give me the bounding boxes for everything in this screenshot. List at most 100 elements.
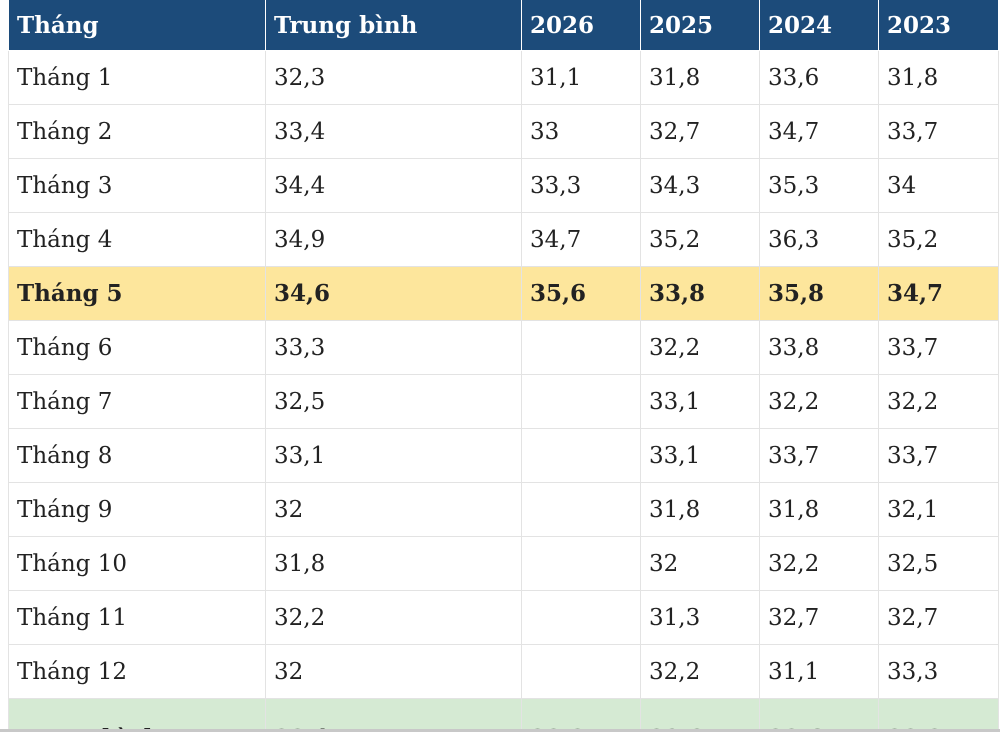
year-2026-cell — [521, 320, 641, 375]
average-cell: 34,9 — [265, 212, 522, 267]
year-2023-cell: 32,2 — [878, 374, 999, 429]
header-year-2024: 2024 — [759, 0, 879, 51]
month-cell: Trung bình — [8, 698, 266, 732]
year-2026-cell — [521, 590, 641, 645]
year-2024-cell: 32,2 — [759, 536, 879, 591]
year-2023-cell: 33,7 — [878, 428, 999, 483]
year-2026-cell: 31,1 — [521, 50, 641, 105]
year-2024-cell: 33,6 — [759, 50, 879, 105]
year-2025-cell: 31,8 — [640, 50, 760, 105]
year-2025-cell: 33,8 — [640, 266, 760, 321]
year-2024-cell: 31,8 — [759, 482, 879, 537]
year-2025-cell: 31,8 — [640, 482, 760, 537]
year-2026-cell: 34,7 — [521, 212, 641, 267]
table-row: Tháng 9 32 31,8 31,8 32,1 — [8, 482, 999, 537]
year-2025-cell: 32 — [640, 536, 760, 591]
year-2025-cell: 35,2 — [640, 212, 760, 267]
year-2023-cell: 32,7 — [878, 590, 999, 645]
year-2026-cell — [521, 482, 641, 537]
year-2023-cell: 34 — [878, 158, 999, 213]
month-cell: Tháng 9 — [8, 482, 266, 537]
table-row: Tháng 6 33,3 32,2 33,8 33,7 — [8, 320, 999, 375]
header-year-2025: 2025 — [640, 0, 760, 51]
average-cell: 33,1 — [265, 698, 522, 732]
year-2026-cell — [521, 374, 641, 429]
year-2023-cell: 31,8 — [878, 50, 999, 105]
year-2024-cell: 36,3 — [759, 212, 879, 267]
year-2025-cell: 33,1 — [640, 374, 760, 429]
table-row: Tháng 8 33,1 33,1 33,7 33,7 — [8, 428, 999, 483]
year-2026-cell: 33 — [521, 104, 641, 159]
year-2026-cell: 35,6 — [521, 266, 641, 321]
year-2025-cell: 31,3 — [640, 590, 760, 645]
header-year-2023: 2023 — [878, 0, 999, 51]
month-cell: Tháng 4 — [8, 212, 266, 267]
average-cell: 33,4 — [265, 104, 522, 159]
table-row: Trung bình33,133,332,833,633,3 — [8, 698, 999, 732]
month-cell: Tháng 11 — [8, 590, 266, 645]
table-row: Tháng 4 34,9 34,7 35,2 36,3 35,2 — [8, 212, 999, 267]
year-2025-cell: 32,8 — [640, 698, 760, 732]
table-body: Tháng 1 32,3 31,1 31,8 33,6 31,8 Tháng 2 33,4 33… — [8, 50, 999, 732]
year-2024-cell: 35,3 — [759, 158, 879, 213]
average-cell: 32,5 — [265, 374, 522, 429]
year-2025-cell: 33,1 — [640, 428, 760, 483]
average-cell: 32 — [265, 482, 522, 537]
year-2024-cell: 32,2 — [759, 374, 879, 429]
average-cell: 32,2 — [265, 590, 522, 645]
year-2025-cell: 32,2 — [640, 644, 760, 699]
table-row: Tháng 5 34,6 35,6 33,8 35,8 34,7 — [8, 266, 999, 321]
year-2026-cell — [521, 428, 641, 483]
average-cell: 34,4 — [265, 158, 522, 213]
year-2026-cell — [521, 536, 641, 591]
average-cell: 33,1 — [265, 428, 522, 483]
year-2025-cell: 32,2 — [640, 320, 760, 375]
year-2026-cell: 33,3 — [521, 698, 641, 732]
year-2023-cell: 33,3 — [878, 698, 999, 732]
year-2024-cell: 32,7 — [759, 590, 879, 645]
year-2023-cell: 32,5 — [878, 536, 999, 591]
table-row: Tháng 2 33,4 33 32,7 34,7 33,7 — [8, 104, 999, 159]
month-cell: Tháng 6 — [8, 320, 266, 375]
table-row: Tháng 1 32,3 31,1 31,8 33,6 31,8 — [8, 50, 999, 105]
year-2024-cell: 35,8 — [759, 266, 879, 321]
average-cell: 32 — [265, 644, 522, 699]
header-row: Tháng Trung bình 2026 2025 2024 2023 — [8, 0, 999, 51]
month-cell: Tháng 1 — [8, 50, 266, 105]
average-cell: 32,3 — [265, 50, 522, 105]
month-cell: Tháng 7 — [8, 374, 266, 429]
average-cell: 34,6 — [265, 266, 522, 321]
year-2023-cell: 32,1 — [878, 482, 999, 537]
month-cell: Tháng 2 — [8, 104, 266, 159]
year-2023-cell: 33,3 — [878, 644, 999, 699]
month-cell: Tháng 10 — [8, 536, 266, 591]
header-year-2026: 2026 — [521, 0, 641, 51]
average-cell: 31,8 — [265, 536, 522, 591]
temperature-table: Tháng Trung bình 2026 2025 2024 2023 Thá… — [8, 0, 999, 732]
year-2024-cell: 31,1 — [759, 644, 879, 699]
month-cell: Tháng 12 — [8, 644, 266, 699]
year-2024-cell: 34,7 — [759, 104, 879, 159]
year-2025-cell: 34,3 — [640, 158, 760, 213]
header-average: Trung bình — [265, 0, 522, 51]
month-cell: Tháng 5 — [8, 266, 266, 321]
table-row: Tháng 12 32 32,2 31,1 33,3 — [8, 644, 999, 699]
month-cell: Tháng 8 — [8, 428, 266, 483]
average-cell: 33,3 — [265, 320, 522, 375]
year-2025-cell: 32,7 — [640, 104, 760, 159]
year-2026-cell — [521, 644, 641, 699]
bottom-edge — [0, 729, 1000, 732]
table-row: Tháng 10 31,8 32 32,2 32,5 — [8, 536, 999, 591]
year-2026-cell: 33,3 — [521, 158, 641, 213]
month-cell: Tháng 3 — [8, 158, 266, 213]
year-2023-cell: 34,7 — [878, 266, 999, 321]
year-2024-cell: 33,6 — [759, 698, 879, 732]
year-2023-cell: 33,7 — [878, 320, 999, 375]
year-2023-cell: 35,2 — [878, 212, 999, 267]
year-2024-cell: 33,7 — [759, 428, 879, 483]
table-row: Tháng 3 34,4 33,3 34,3 35,3 34 — [8, 158, 999, 213]
year-2024-cell: 33,8 — [759, 320, 879, 375]
header-month: Tháng — [8, 0, 266, 51]
table-row: Tháng 7 32,5 33,1 32,2 32,2 — [8, 374, 999, 429]
year-2023-cell: 33,7 — [878, 104, 999, 159]
